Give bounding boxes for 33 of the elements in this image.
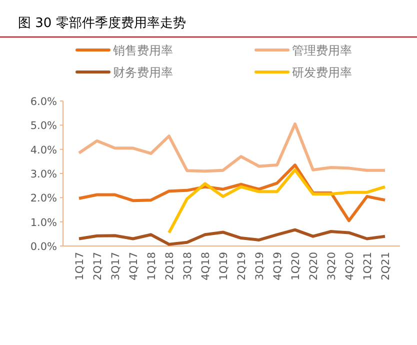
x-tick-label: 2Q19: [236, 252, 248, 280]
legend-label: 管理费用率: [292, 44, 352, 58]
x-tick-label: 3Q17: [110, 252, 122, 280]
x-tick-label: 4Q17: [128, 252, 140, 280]
x-tick-label: 2Q17: [92, 252, 104, 280]
x-tick-label: 2Q18: [164, 252, 176, 280]
legend-label: 研发费用率: [292, 66, 352, 80]
x-tick-label: 1Q21: [362, 252, 374, 280]
x-tick-label: 1Q20: [290, 252, 302, 280]
line-series: [168, 168, 386, 234]
y-tick-label: 3.0%: [30, 168, 58, 180]
x-tick-label: 1Q17: [74, 252, 86, 280]
y-tick-label: 5.0%: [30, 120, 58, 132]
y-tick-label: 6.0%: [30, 96, 58, 108]
x-tick-label: 4Q19: [272, 252, 284, 280]
legend-label: 财务费用率: [113, 66, 173, 80]
x-tick-label: 3Q20: [326, 252, 338, 280]
y-tick-label: 4.0%: [30, 144, 58, 156]
y-tick-label: 0.0%: [30, 241, 58, 253]
x-tick-label: 4Q18: [200, 252, 212, 280]
x-tick-label: 2Q20: [308, 252, 320, 280]
legend-label: 销售费用率: [112, 44, 173, 58]
y-tick-label: 2.0%: [30, 192, 58, 205]
line-series: [78, 122, 386, 173]
x-tick-label: 4Q20: [344, 252, 356, 280]
x-tick-label: 2Q21: [380, 252, 392, 280]
x-tick-label: 3Q19: [254, 252, 266, 280]
x-tick-label: 1Q18: [146, 252, 158, 280]
x-tick-label: 3Q18: [182, 252, 194, 280]
x-tick-label: 1Q19: [218, 252, 230, 280]
chart-title: 图 30 零部件季度费用率走势: [18, 15, 186, 31]
y-tick-label: 1.0%: [30, 216, 58, 229]
line-series: [78, 228, 386, 246]
